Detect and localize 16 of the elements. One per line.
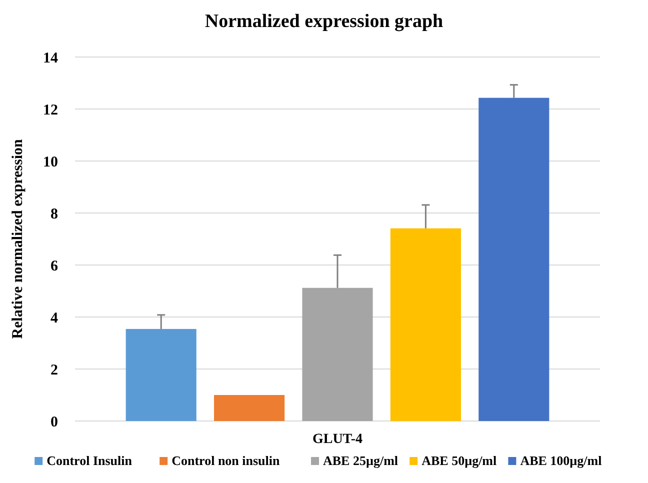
x-tick-label: GLUT-4 bbox=[312, 432, 363, 447]
y-tick-label: 8 bbox=[50, 206, 58, 222]
legend-label: ABE 50µg/ml bbox=[422, 453, 498, 468]
y-axis-title: Relative normalized expression bbox=[10, 138, 26, 339]
y-tick-label: 2 bbox=[50, 362, 58, 378]
legend-label: ABE 100µg/ml bbox=[520, 453, 602, 468]
legend-label: ABE 25µg/ml bbox=[323, 453, 398, 468]
y-tick-label: 6 bbox=[50, 258, 58, 274]
legend-label: Control Insulin bbox=[46, 453, 133, 468]
chart-title: Normalized expression graph bbox=[204, 11, 444, 32]
y-tick-label: 12 bbox=[43, 102, 58, 118]
y-tick-label: 0 bbox=[50, 414, 58, 430]
legend-label: Control non insulin bbox=[172, 453, 281, 468]
y-tick-label: 4 bbox=[50, 310, 58, 326]
y-tick-label: 10 bbox=[43, 154, 58, 170]
y-tick-label: 14 bbox=[43, 50, 58, 66]
